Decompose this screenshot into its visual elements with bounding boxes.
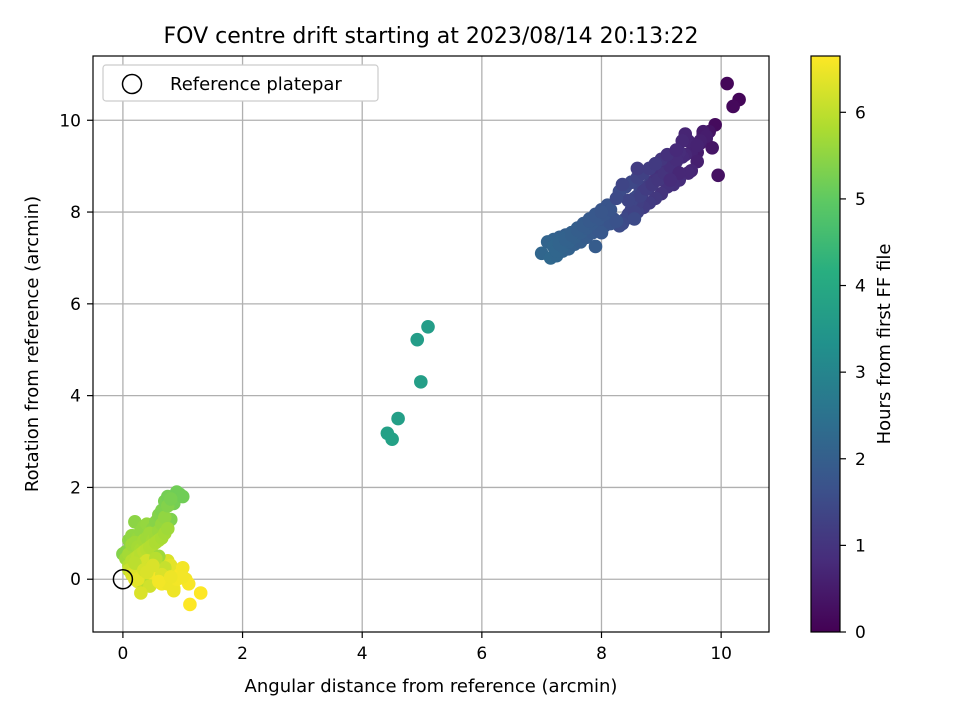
data-point <box>594 205 609 219</box>
data-points <box>116 76 746 612</box>
x-tick-label: 6 <box>476 644 487 664</box>
y-tick-label: 2 <box>70 478 81 498</box>
data-point <box>594 225 609 240</box>
data-point <box>720 76 734 91</box>
data-point <box>669 143 684 157</box>
data-point <box>726 99 740 114</box>
data-point <box>410 332 425 347</box>
grid-lines <box>93 56 769 632</box>
data-point <box>193 586 208 600</box>
data-point <box>157 510 172 525</box>
y-axis: 0 2 4 6 8 10 <box>59 111 93 590</box>
data-point <box>160 521 175 536</box>
colorbar: 0 1 2 3 4 5 6 Hours from first FF file <box>810 55 895 643</box>
x-tick-label: 2 <box>237 644 248 664</box>
data-point <box>627 212 642 226</box>
legend-marker <box>121 73 143 95</box>
colorbar-tick-label: 5 <box>855 190 866 210</box>
data-point <box>630 161 645 176</box>
data-point <box>175 570 190 584</box>
y-axis-label: Rotation from reference (arcmin) <box>22 196 43 492</box>
x-tick-label: 0 <box>117 644 128 664</box>
data-point <box>621 193 636 208</box>
x-tick-label: 8 <box>596 644 607 664</box>
data-point <box>134 586 148 600</box>
data-point <box>609 191 624 206</box>
y-tick-label: 6 <box>70 295 81 315</box>
data-point <box>615 177 630 192</box>
data-point <box>152 574 166 589</box>
x-tick-label: 4 <box>357 644 368 664</box>
colorbar-tick-label: 4 <box>855 277 866 297</box>
colorbar-tick-label: 0 <box>855 623 866 643</box>
x-axis: 0 2 4 6 8 10 <box>117 632 732 664</box>
x-tick-label: 10 <box>710 644 732 664</box>
y-tick-label: 10 <box>59 111 81 131</box>
colorbar-tick-label: 1 <box>855 536 866 556</box>
data-point <box>183 597 197 612</box>
plot-frame <box>92 55 770 633</box>
legend-label: Reference platepar <box>170 74 342 95</box>
data-point <box>175 489 190 504</box>
x-axis-label: Angular distance from reference (arcmin) <box>245 676 618 697</box>
colorbar-tick-label: 3 <box>855 363 866 383</box>
colorbar-gradient <box>810 55 841 633</box>
data-point <box>385 432 399 447</box>
colorbar-tick-label: 6 <box>855 103 866 123</box>
data-point <box>421 319 435 334</box>
chart-title: FOV centre drift starting at 2023/08/14 … <box>164 24 699 49</box>
y-tick-label: 0 <box>70 570 81 590</box>
y-tick-label: 4 <box>70 387 81 407</box>
colorbar-label: Hours from first FF file <box>874 244 895 445</box>
data-point <box>588 239 603 254</box>
reference-point-marker <box>112 568 134 590</box>
data-point <box>705 140 719 155</box>
colorbar-ticks: 0 1 2 3 4 5 6 <box>840 103 866 643</box>
data-point <box>140 565 154 580</box>
legend: Reference platepar <box>102 64 379 102</box>
data-point <box>711 168 725 183</box>
data-point <box>663 173 678 187</box>
data-point <box>163 570 178 584</box>
y-tick-label: 8 <box>70 203 81 223</box>
data-point <box>648 157 663 171</box>
data-point <box>391 411 405 426</box>
legend-box <box>102 64 379 102</box>
data-point <box>414 375 428 389</box>
colorbar-tick-label: 2 <box>855 450 866 470</box>
data-point <box>163 492 178 506</box>
data-point <box>690 138 705 153</box>
data-point <box>609 214 624 229</box>
